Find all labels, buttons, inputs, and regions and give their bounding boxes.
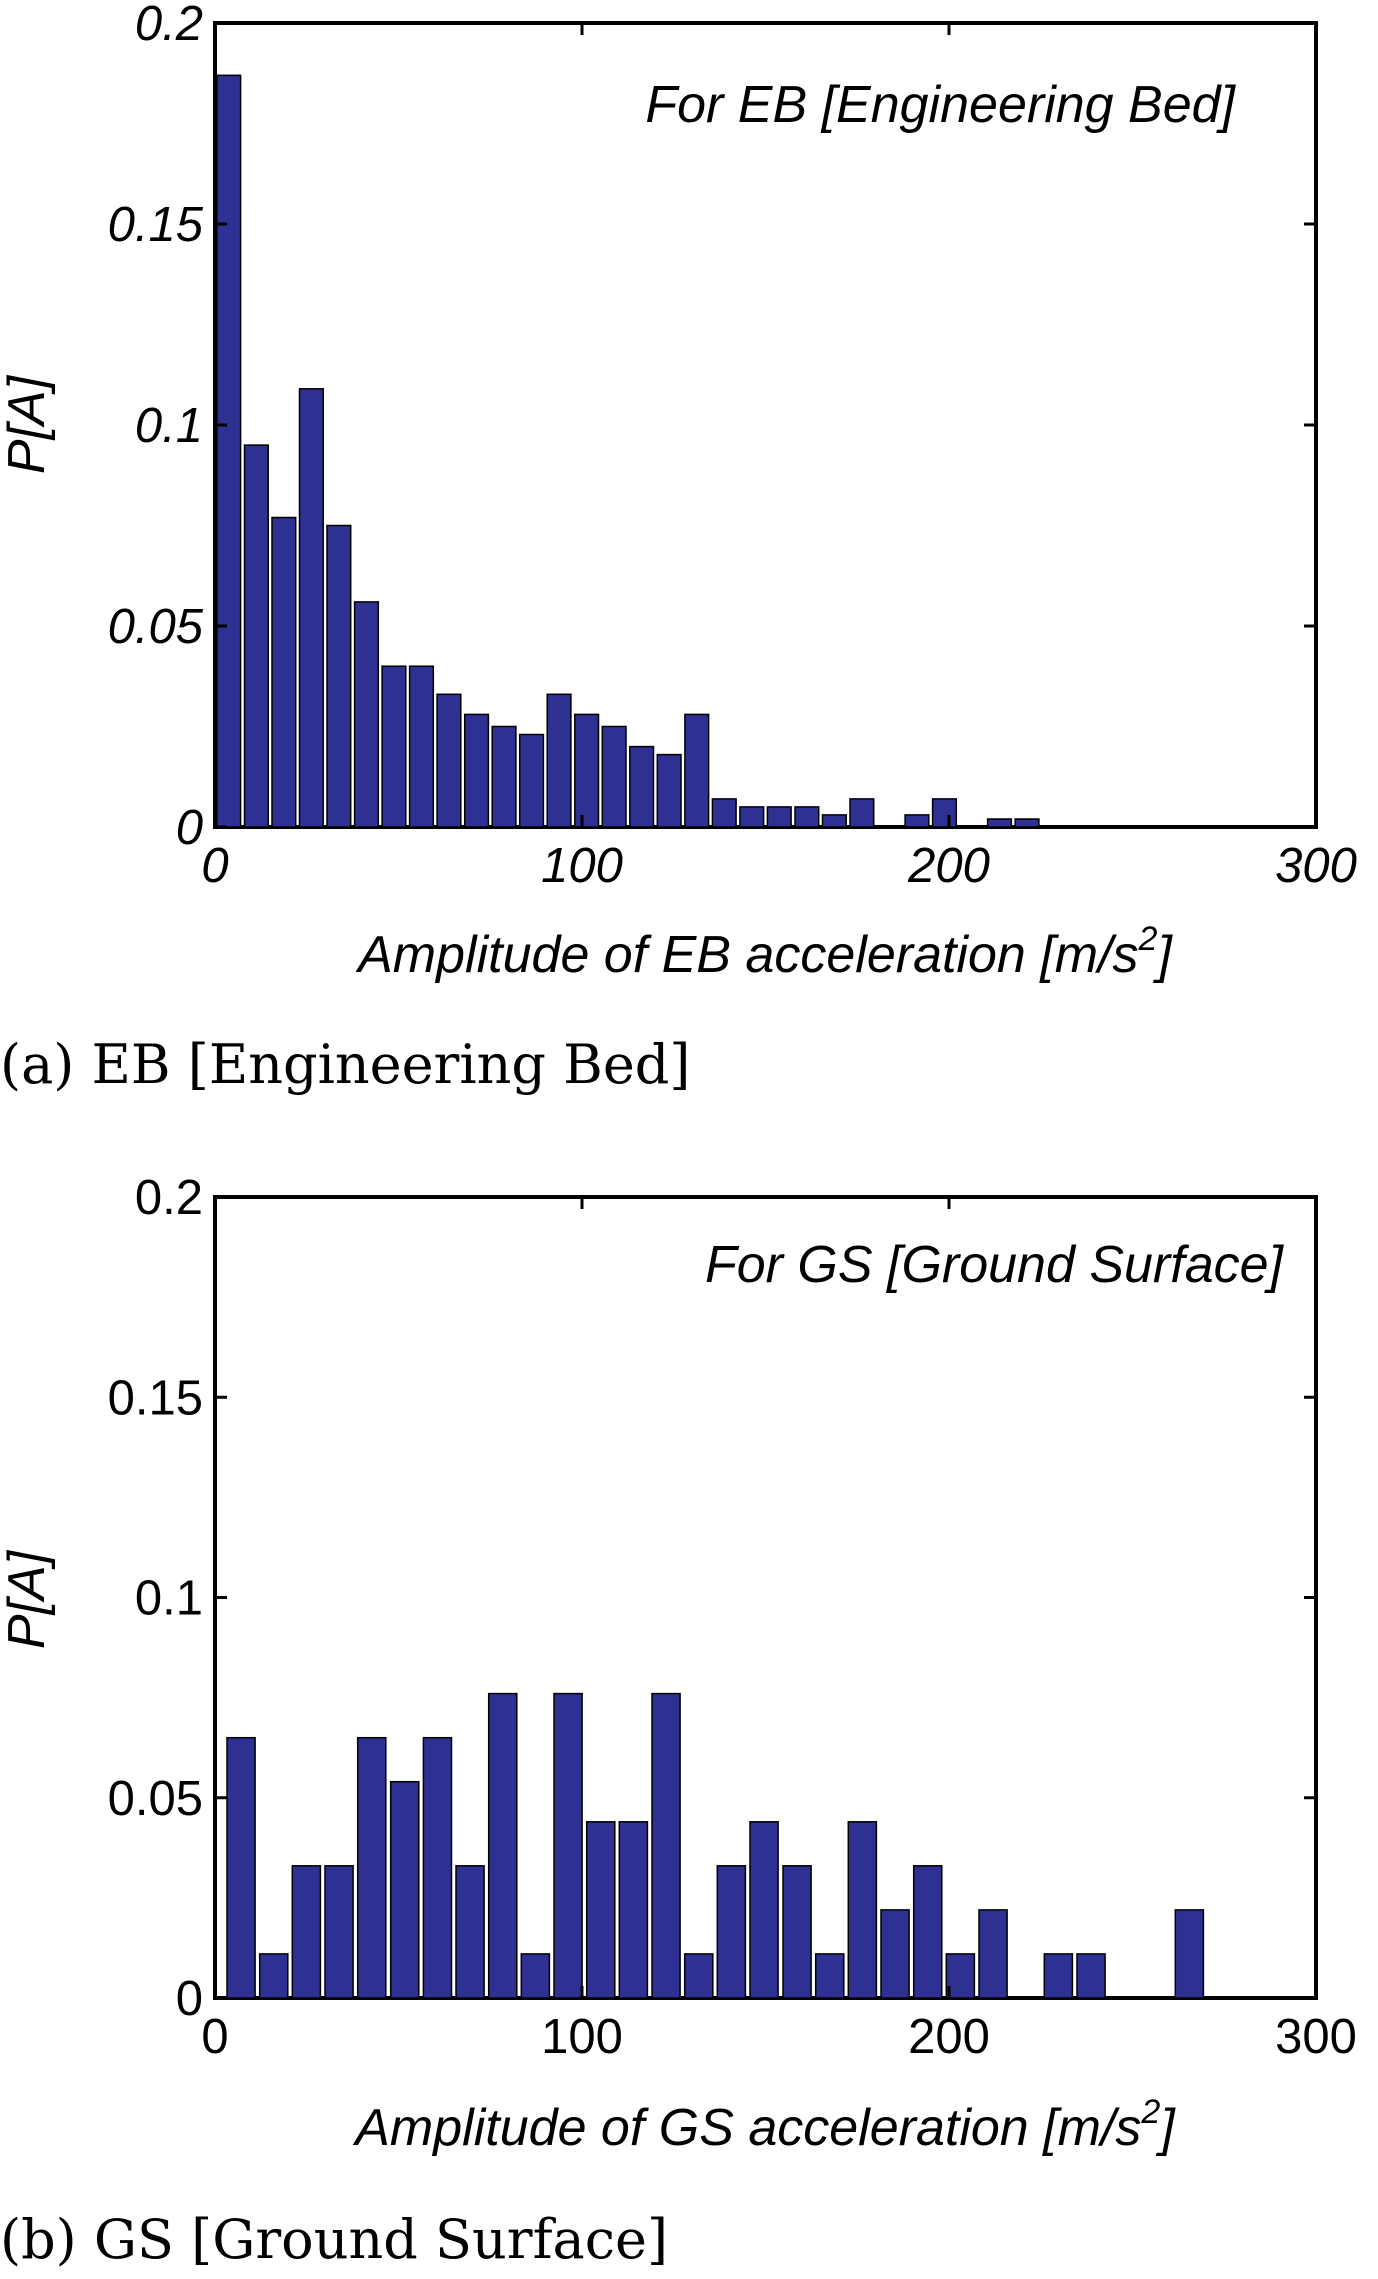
histogram-bar — [243, 444, 269, 828]
y-tick-label: 0.1 — [135, 399, 203, 453]
y-axis-title: P[A] — [0, 1549, 56, 1649]
histogram-bar — [216, 74, 242, 828]
histogram-bar — [849, 798, 875, 828]
x-tick-label: 200 — [907, 839, 990, 893]
x-axis-title-superscript: 2 — [1140, 2093, 1160, 2131]
histogram-bar — [408, 665, 435, 828]
histogram-bar — [880, 1909, 910, 1999]
y-tick-label: 0.15 — [108, 198, 204, 252]
histogram-bar — [356, 1736, 387, 1999]
histogram-bar — [491, 725, 517, 828]
histogram-bar — [326, 524, 352, 828]
histogram-bar — [904, 814, 930, 828]
x-tick-label: 100 — [541, 839, 623, 893]
histogram-bar — [291, 1865, 322, 1999]
histogram-bar — [814, 1953, 845, 1999]
histogram-bar — [766, 806, 792, 828]
y-tick-label: 0.2 — [135, 0, 203, 51]
y-tick-label: 0.1 — [135, 1572, 203, 1626]
x-axis-title-text: Amplitude of EB acceleration [m/s — [355, 926, 1138, 984]
histogram-bar — [1076, 1953, 1106, 1999]
x-axis-title-superscript: 2 — [1137, 920, 1157, 958]
histogram-bar — [546, 693, 572, 828]
histogram-bar — [487, 1692, 518, 1999]
histogram-bar — [226, 1736, 256, 1999]
tick-group: 0 0.05 0.1 0.15 0.2 0 100 200 300 — [108, 0, 1357, 893]
histogram-bar — [711, 798, 737, 828]
y-tick-label: 0 — [176, 801, 203, 855]
bar-group — [216, 74, 1040, 828]
x-tick-label: 0 — [201, 2010, 228, 2064]
plot-frame — [213, 21, 1318, 829]
histogram-bar — [618, 1821, 649, 1999]
histogram-bar — [629, 745, 655, 828]
histogram-bar — [1014, 818, 1040, 828]
histogram-bar — [821, 814, 847, 828]
histogram-bar — [656, 753, 682, 828]
histogram-bar — [794, 806, 820, 828]
histogram-bar — [1174, 1909, 1205, 1999]
figure-caption: (a) EB [Engineering Bed] — [0, 1033, 690, 1096]
bar-group — [226, 1692, 1205, 1999]
x-tick-label: 0 — [201, 839, 228, 893]
histogram-bar — [601, 725, 627, 828]
histogram-bar — [684, 713, 710, 828]
x-axis-title-bracket: ] — [1155, 2099, 1176, 2157]
histogram-bar — [1043, 1953, 1074, 1999]
x-tick-label: 300 — [1275, 2010, 1357, 2064]
figure-caption: (b) GS [Ground Surface] — [0, 2208, 668, 2271]
histogram-bar — [585, 1821, 616, 1999]
x-axis-title: Amplitude of GS acceleration [m/s2] — [352, 2093, 1176, 2157]
histogram-bar — [436, 693, 462, 828]
histogram-bar — [518, 733, 545, 828]
histogram-bar — [739, 806, 765, 828]
histogram-bar — [782, 1865, 812, 1999]
histogram-bar — [912, 1865, 943, 1999]
histogram-bar — [986, 818, 1013, 828]
histogram-bar — [389, 1780, 420, 1999]
histogram-bar — [978, 1909, 1008, 1999]
chart-annotation: For GS [Ground Surface] — [705, 1236, 1285, 1294]
y-tick-label: 0.05 — [108, 600, 204, 654]
histogram-bar — [353, 601, 380, 828]
histogram-bar — [574, 713, 600, 828]
histogram-bar — [520, 1953, 551, 1999]
tick-group: 0 0.05 0.1 0.15 0.2 0 100 200 300 — [108, 1171, 1357, 2064]
x-tick-label: 200 — [908, 2010, 990, 2064]
x-tick-label: 100 — [541, 2010, 623, 2064]
x-axis-title: Amplitude of EB acceleration [m/s2] — [355, 920, 1173, 984]
histogram-bar — [749, 1821, 779, 1999]
x-tick-label: 300 — [1275, 839, 1357, 893]
y-tick-label: 0.2 — [135, 1171, 203, 1225]
x-axis-title-bracket: ] — [1152, 926, 1173, 984]
y-axis-title: P[A] — [0, 374, 56, 474]
chart-eb: 0 0.05 0.1 0.15 0.2 0 100 200 300 For EB [Engine… — [0, 0, 1357, 1096]
histogram-bar — [683, 1953, 714, 1999]
histogram-bar — [931, 798, 958, 828]
histogram-bar — [324, 1865, 354, 1999]
histogram-bar — [847, 1821, 878, 1999]
histogram-bar — [258, 1953, 289, 1999]
y-tick-label: 0.15 — [108, 1371, 203, 1425]
y-tick-label: 0.05 — [108, 1772, 203, 1826]
histogram-bar — [945, 1953, 976, 1999]
histogram-bar — [455, 1865, 485, 1999]
histogram-bar — [422, 1736, 453, 1999]
chart-annotation: For EB [Engineering Bed] — [645, 76, 1236, 134]
histogram-bar — [463, 713, 490, 828]
histogram-bar — [651, 1692, 681, 1999]
chart-gs: 0 0.05 0.1 0.15 0.2 0 100 200 300 For GS [Ground… — [0, 1171, 1357, 2271]
histogram-bar — [553, 1692, 583, 1999]
y-tick-label: 0 — [176, 1972, 203, 2026]
histogram-bar — [271, 516, 297, 828]
histogram-bar — [716, 1865, 747, 1999]
histogram-bar — [298, 388, 324, 828]
histogram-bar — [381, 665, 407, 828]
x-axis-title-text: Amplitude of GS acceleration [m/s — [352, 2099, 1141, 2157]
